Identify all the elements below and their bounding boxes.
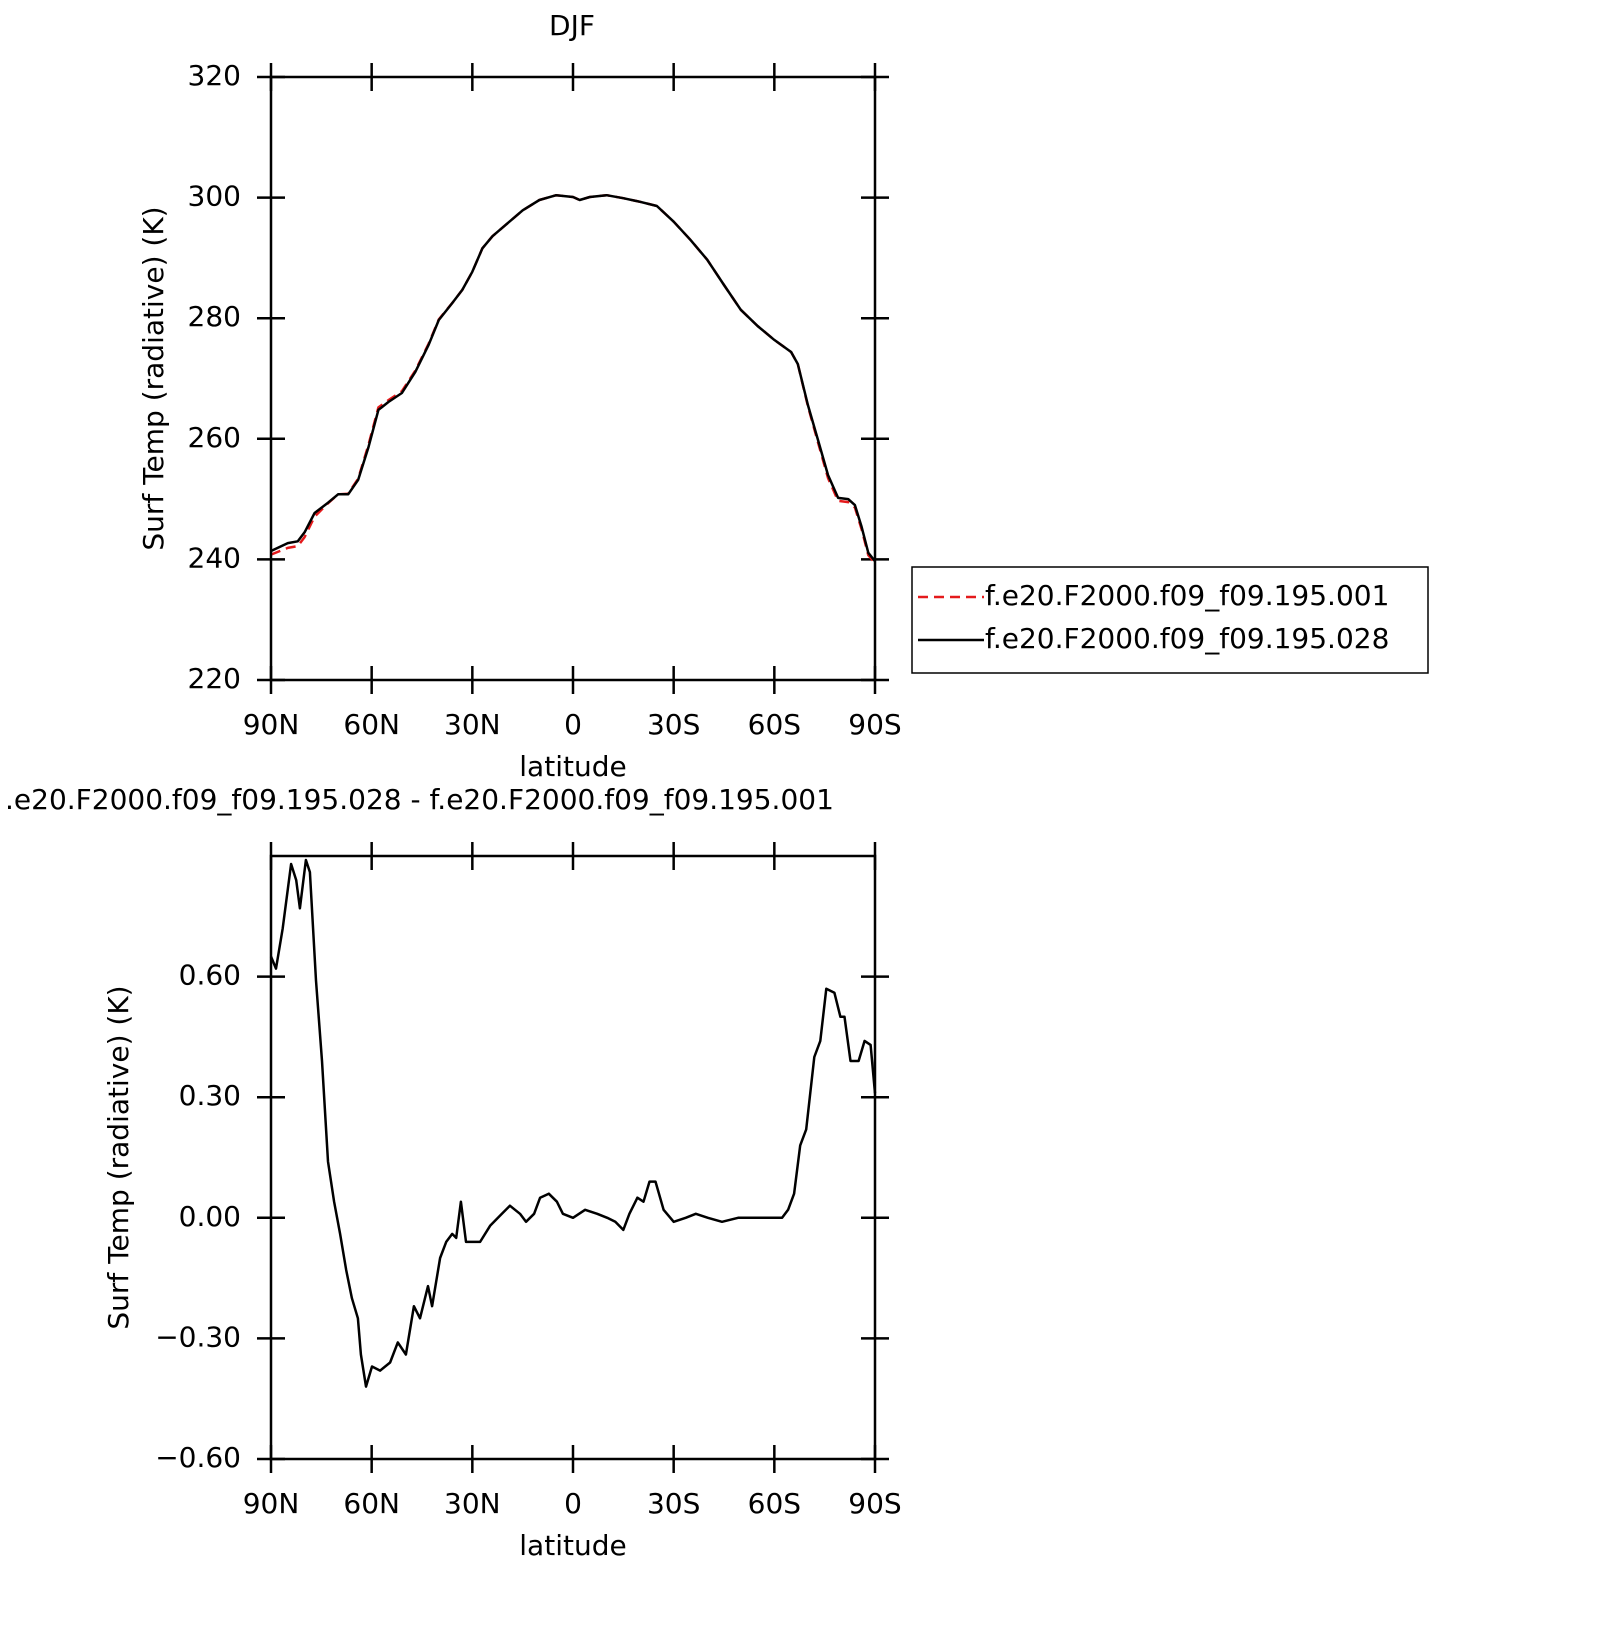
x-tick-label: 90S: [848, 1487, 901, 1520]
x-axis-label: latitude: [519, 750, 626, 783]
y-tick-label: 300: [188, 180, 241, 213]
plot-frame: [269, 75, 877, 682]
plot-frame: [269, 854, 877, 1461]
y-tick-label: 220: [188, 662, 241, 695]
series-line: [270, 193, 876, 564]
y-tick-label: 260: [188, 421, 241, 454]
x-tick-label: 90N: [243, 708, 300, 741]
y-tick-label: 320: [188, 59, 241, 92]
y-axis-label: Surf Temp (radiative) (K): [102, 985, 135, 1329]
x-tick-label: 60N: [343, 708, 400, 741]
y-tick-label: −0.60: [155, 1441, 241, 1474]
y-tick-label: 0.60: [179, 959, 241, 992]
y-tick-label: −0.30: [155, 1320, 241, 1353]
x-tick-label: 60N: [343, 1487, 400, 1520]
chart-title: .e20.F2000.f09_f09.195.028 - f.e20.F2000…: [5, 783, 834, 816]
y-tick-label: 0.00: [179, 1200, 241, 1233]
legend-box: [911, 566, 1429, 674]
y-tick-label: 0.30: [179, 1079, 241, 1112]
x-tick-label: 60S: [748, 1487, 801, 1520]
x-tick-label: 90N: [243, 1487, 300, 1520]
x-tick-label: 30N: [444, 1487, 501, 1520]
series-line: [269, 858, 877, 1388]
series-line: [270, 193, 876, 562]
y-tick-label: 240: [188, 541, 241, 574]
y-axis-label: Surf Temp (radiative) (K): [137, 206, 170, 550]
x-tick-label: 60S: [748, 708, 801, 741]
x-tick-label: 0: [564, 1487, 582, 1520]
y-tick-label: 280: [188, 300, 241, 333]
x-tick-label: 0: [564, 708, 582, 741]
legend-label: f.e20.F2000.f09_f09.195.001: [985, 579, 1389, 612]
x-tick-label: 90S: [848, 708, 901, 741]
x-tick-label: 30S: [647, 708, 700, 741]
x-tick-label: 30S: [647, 1487, 700, 1520]
chart-title: DJF: [549, 9, 595, 42]
legend-label: f.e20.F2000.f09_f09.195.028: [985, 622, 1389, 655]
x-axis-label: latitude: [519, 1529, 626, 1562]
x-tick-label: 30N: [444, 708, 501, 741]
